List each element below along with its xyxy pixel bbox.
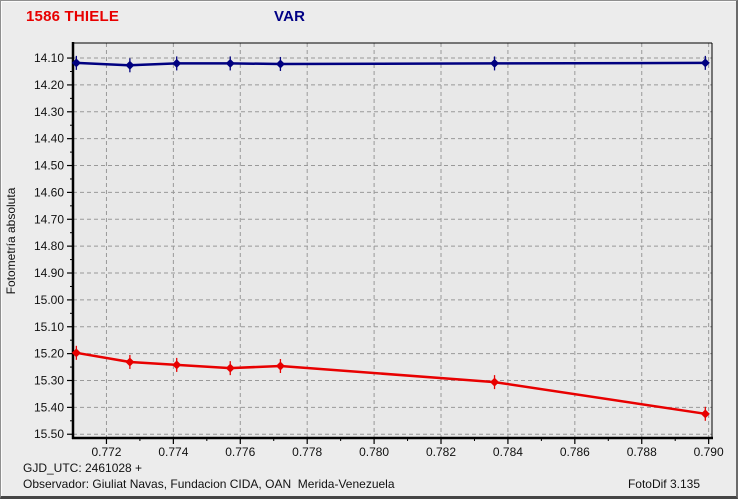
y-tick-label: 14.80 [34,239,64,253]
y-tick-label: 14.70 [34,212,64,226]
x-tick-label: 0.778 [292,445,322,459]
x-tick-label: 0.780 [359,445,389,459]
data-point-marker [225,363,235,373]
y-tick-label: 14.30 [34,105,64,119]
data-point-marker [125,357,135,367]
comparison-title: VAR [274,8,306,25]
x-tick-label: 0.776 [225,445,255,459]
y-tick-label: 15.00 [34,293,64,307]
data-point-marker [490,377,500,387]
y-axis-title: Fotometría absoluta [4,187,18,294]
x-tick-label: 0.786 [560,445,590,459]
y-tick-label: 15.40 [34,400,64,414]
data-point-marker [71,58,81,68]
x-tick-label: 0.790 [694,445,724,459]
x-tick-label: 0.772 [91,445,121,459]
gjd-utc-label: GJD_UTC: 2461028 + [23,461,143,475]
x-tick-label: 0.774 [158,445,188,459]
y-tick-label: 15.50 [34,427,64,441]
object-title: 1586 THIELE [26,8,120,25]
y-tick-label: 14.10 [34,51,64,65]
data-point-marker [275,361,285,371]
data-point-marker [172,360,182,370]
data-point-marker [700,409,710,419]
y-tick-label: 14.60 [34,185,64,199]
data-point-marker [490,58,500,68]
y-tick-label: 15.30 [34,373,64,387]
y-tick-label: 14.50 [34,159,64,173]
x-tick-label: 0.784 [493,445,523,459]
data-point-marker [225,58,235,68]
y-tick-label: 14.20 [34,78,64,92]
x-tick-label: 0.788 [627,445,657,459]
y-tick-label: 15.10 [34,320,64,334]
observer-label: Observador: Giuliat Navas, Fundacion CID… [23,477,395,491]
data-point-marker [125,60,135,70]
software-version-label: FotoDif 3.135 [627,477,700,491]
plot-area [73,43,712,438]
y-tick-label: 15.20 [34,347,64,361]
data-point-marker [700,58,710,68]
data-point-marker [71,348,81,358]
y-tick-label: 14.90 [34,266,64,280]
x-tick-label: 0.782 [426,445,456,459]
data-point-marker [172,58,182,68]
data-point-marker [275,59,285,69]
y-tick-label: 14.40 [34,132,64,146]
